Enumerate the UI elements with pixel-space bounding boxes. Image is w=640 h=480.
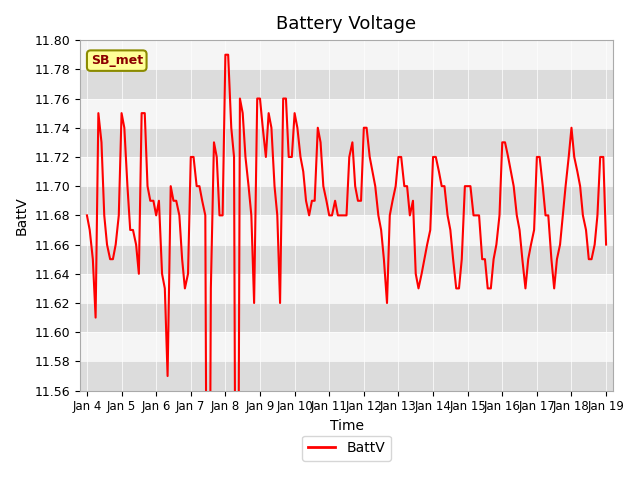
Bar xyxy=(80,361,613,391)
Bar xyxy=(80,128,613,157)
Title: Battery Voltage: Battery Voltage xyxy=(276,15,417,33)
Bar xyxy=(80,303,613,332)
Bar xyxy=(80,186,613,216)
Y-axis label: BattV: BattV xyxy=(15,196,29,235)
Bar xyxy=(80,11,613,40)
Text: SB_met: SB_met xyxy=(91,54,143,67)
X-axis label: Time: Time xyxy=(330,419,364,433)
Legend: BattV: BattV xyxy=(302,436,391,461)
Bar xyxy=(80,69,613,98)
Bar xyxy=(80,245,613,274)
